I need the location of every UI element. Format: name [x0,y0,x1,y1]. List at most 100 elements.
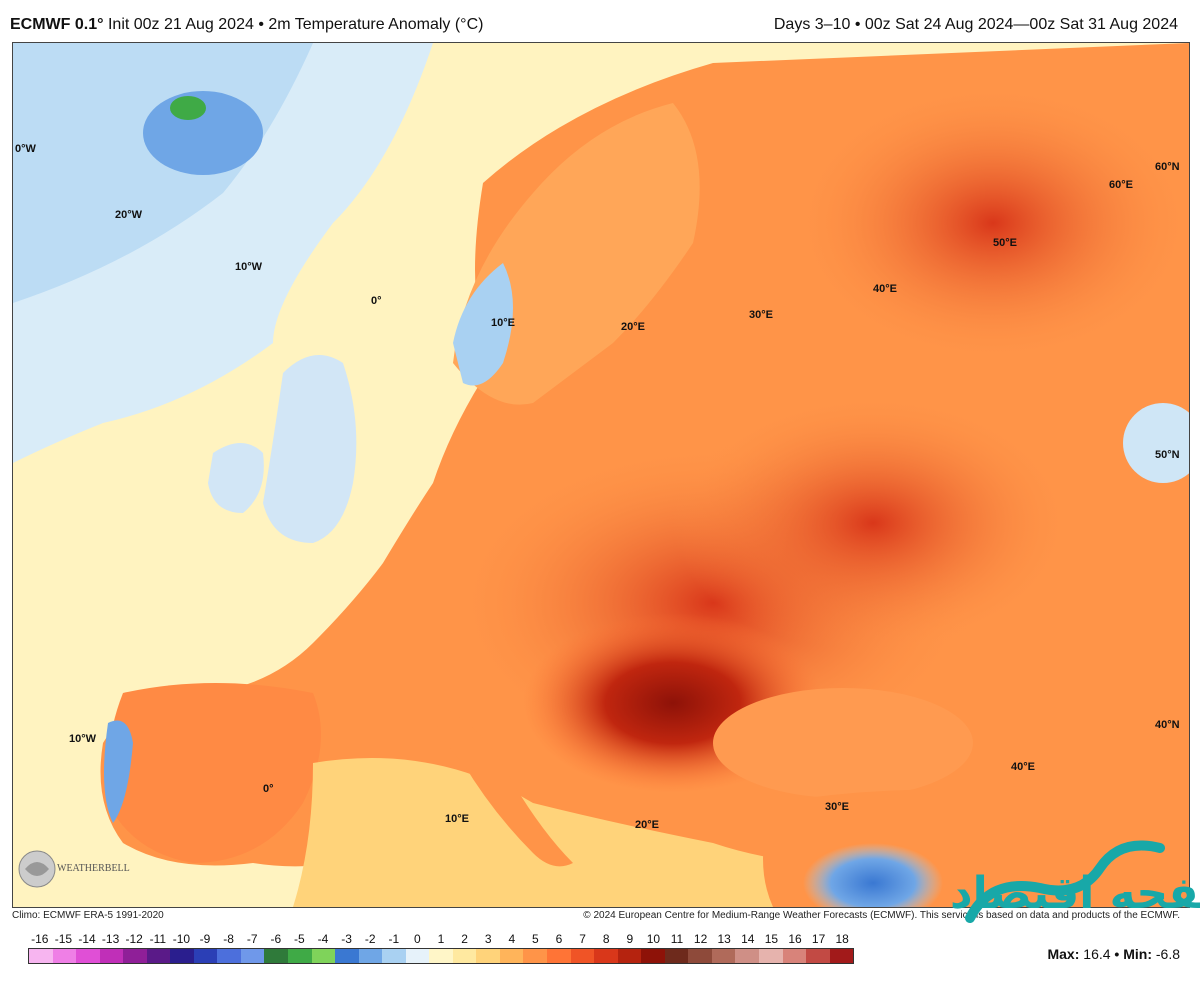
product-name: 2m Temperature Anomaly (°C) [268,16,484,33]
colorbar-tick-label: 5 [532,932,539,946]
meridian-label: 40°E [1011,761,1035,773]
colorbar-segment [76,949,100,963]
colorbar-segment [405,949,430,963]
colorbar-segment [311,949,336,963]
colorbar-segment [99,949,124,963]
colorbar-segment [476,949,500,963]
map-header: ECMWF 0.1° Init 00z 21 Aug 2024 • 2m Tem… [0,0,1200,40]
min-label: Min: [1123,946,1152,962]
meridian-label: 50°E [993,237,1017,249]
valid-range: Days 3–10 • 00z Sat 24 Aug 2024—00z Sat … [773,16,1178,33]
colorbar-tick-label: 3 [484,932,492,946]
colorbar-segment [193,949,218,963]
map-svg [13,43,1189,907]
max-label: Max: [1047,946,1080,962]
colorbar-tick-label: 14 [741,932,755,946]
parallel-label: 40°N [1155,719,1180,731]
colorbar-tick-label: 8 [602,932,610,946]
iberia [107,683,321,863]
stats-separator: • [1114,946,1120,962]
parallel-label: 50°N [1155,449,1180,461]
colorbar-tick-label: 15 [764,932,779,946]
colorbar-tick-label: -4 [317,932,329,946]
meridian-label: 30°E [825,801,849,813]
hot-zone-ukraine [673,393,1073,653]
colorbar-segment [335,949,359,963]
copyright-notice: © 2024 European Centre for Medium-Range … [583,910,1180,921]
meridian-label: 10°E [445,813,469,825]
colorbar-tick-label: 12 [693,932,708,946]
colorbar-tick-labels: -16 -15 -14 -13 -12 -11 -10 -9 -8 -7 -6 -5 -4 -3 -2 -1 0… [28,932,854,946]
colorbar-segment [52,949,77,963]
colorbar-tick-label: -6 [270,932,282,946]
init-time: Init 00z 21 Aug 2024 [107,16,254,33]
meridian-label: 0°W [15,143,36,155]
colorbar-tick-label: 1 [437,932,445,946]
colorbar-segment [429,949,453,963]
colorbar-segment [288,949,312,963]
colorbar-segment [499,949,524,963]
colorbar-segment [688,949,712,963]
colorbar-tick-label: 0 [414,932,421,946]
max-min-stats: Max: 16.4 • Min: -6.8 [1047,946,1180,962]
meridian-label: 0° [263,783,274,795]
colorbar [28,948,854,964]
hot-zone-russia [793,83,1189,363]
colorbar-segment [170,949,194,963]
mediterranean-sea [293,758,833,907]
min-value: -6.8 [1155,946,1180,962]
colorbar-tick-label: -2 [364,932,376,946]
colorbar-segment [240,949,265,963]
watermark-text: صفحه اقتصاد [950,868,1200,919]
ireland [208,443,264,513]
colorbar-segment [711,949,736,963]
colorbar-tick-label: -7 [246,932,258,946]
colorbar-segment [217,949,241,963]
colorbar-segment [547,949,571,963]
climo-source: Climo: ECMWF ERA-5 1991-2020 [12,910,164,921]
colorbar-tick-label: -12 [125,932,143,946]
colorbar-tick-label: -16 [31,932,49,946]
colorbar-tick-label: 13 [717,932,731,946]
colorbar-tick-label: -13 [101,932,120,946]
meridian-label: 20°E [621,321,645,333]
weatherbell-logo-text: WEATHERBELL [57,863,130,874]
colorbar-tick-label: 10 [646,932,661,946]
black-sea [713,688,973,798]
meridian-label: 10°E [491,317,515,329]
anomaly-map: 0°W 20°W 10°W 0° 10°E 20°E 30°E 40°E 50°… [12,42,1190,908]
colorbar-segment [264,949,289,963]
colorbar-tick-label: -14 [78,932,96,946]
colorbar-segment [735,949,759,963]
colorbar-segment [782,949,807,963]
colorbar-segment [829,949,854,963]
colorbar-segment [452,949,477,963]
colorbar-segment [570,949,595,963]
colorbar-segment [123,949,147,963]
colorbar-segment [382,949,406,963]
meridian-label: 0° [371,295,382,307]
colorbar-segment [806,949,830,963]
colorbar-segment [146,949,171,963]
colorbar-segment [664,949,689,963]
colorbar-tick-label: -3 [341,932,352,946]
colorbar-tick-label: -11 [149,932,167,946]
header-left: ECMWF 0.1° Init 00z 21 Aug 2024 • 2m Tem… [10,16,483,34]
colorbar-tick-label: 4 [508,932,516,946]
colorbar-segment [758,949,783,963]
colorbar-tick-label: -10 [172,932,191,946]
colorbar-segment [617,949,642,963]
weatherbell-logo: WEATHERBELL [17,849,130,889]
colorbar-tick-label: -15 [54,932,73,946]
colorbar-tick-label: 6 [555,932,563,946]
scandinavia [453,103,700,405]
colorbar-tick-label: -8 [223,932,234,946]
caspian-region [1123,403,1189,483]
weatherbell-logo-icon [18,850,56,888]
colorbar-tick-label: 17 [811,932,826,946]
meridian-label: 10°W [235,261,263,273]
colorbar-tick-label: 7 [579,932,586,946]
colorbar-tick-label: 18 [835,932,849,946]
portugal-coast-cool [104,720,133,823]
colorbar-segment [641,949,665,963]
